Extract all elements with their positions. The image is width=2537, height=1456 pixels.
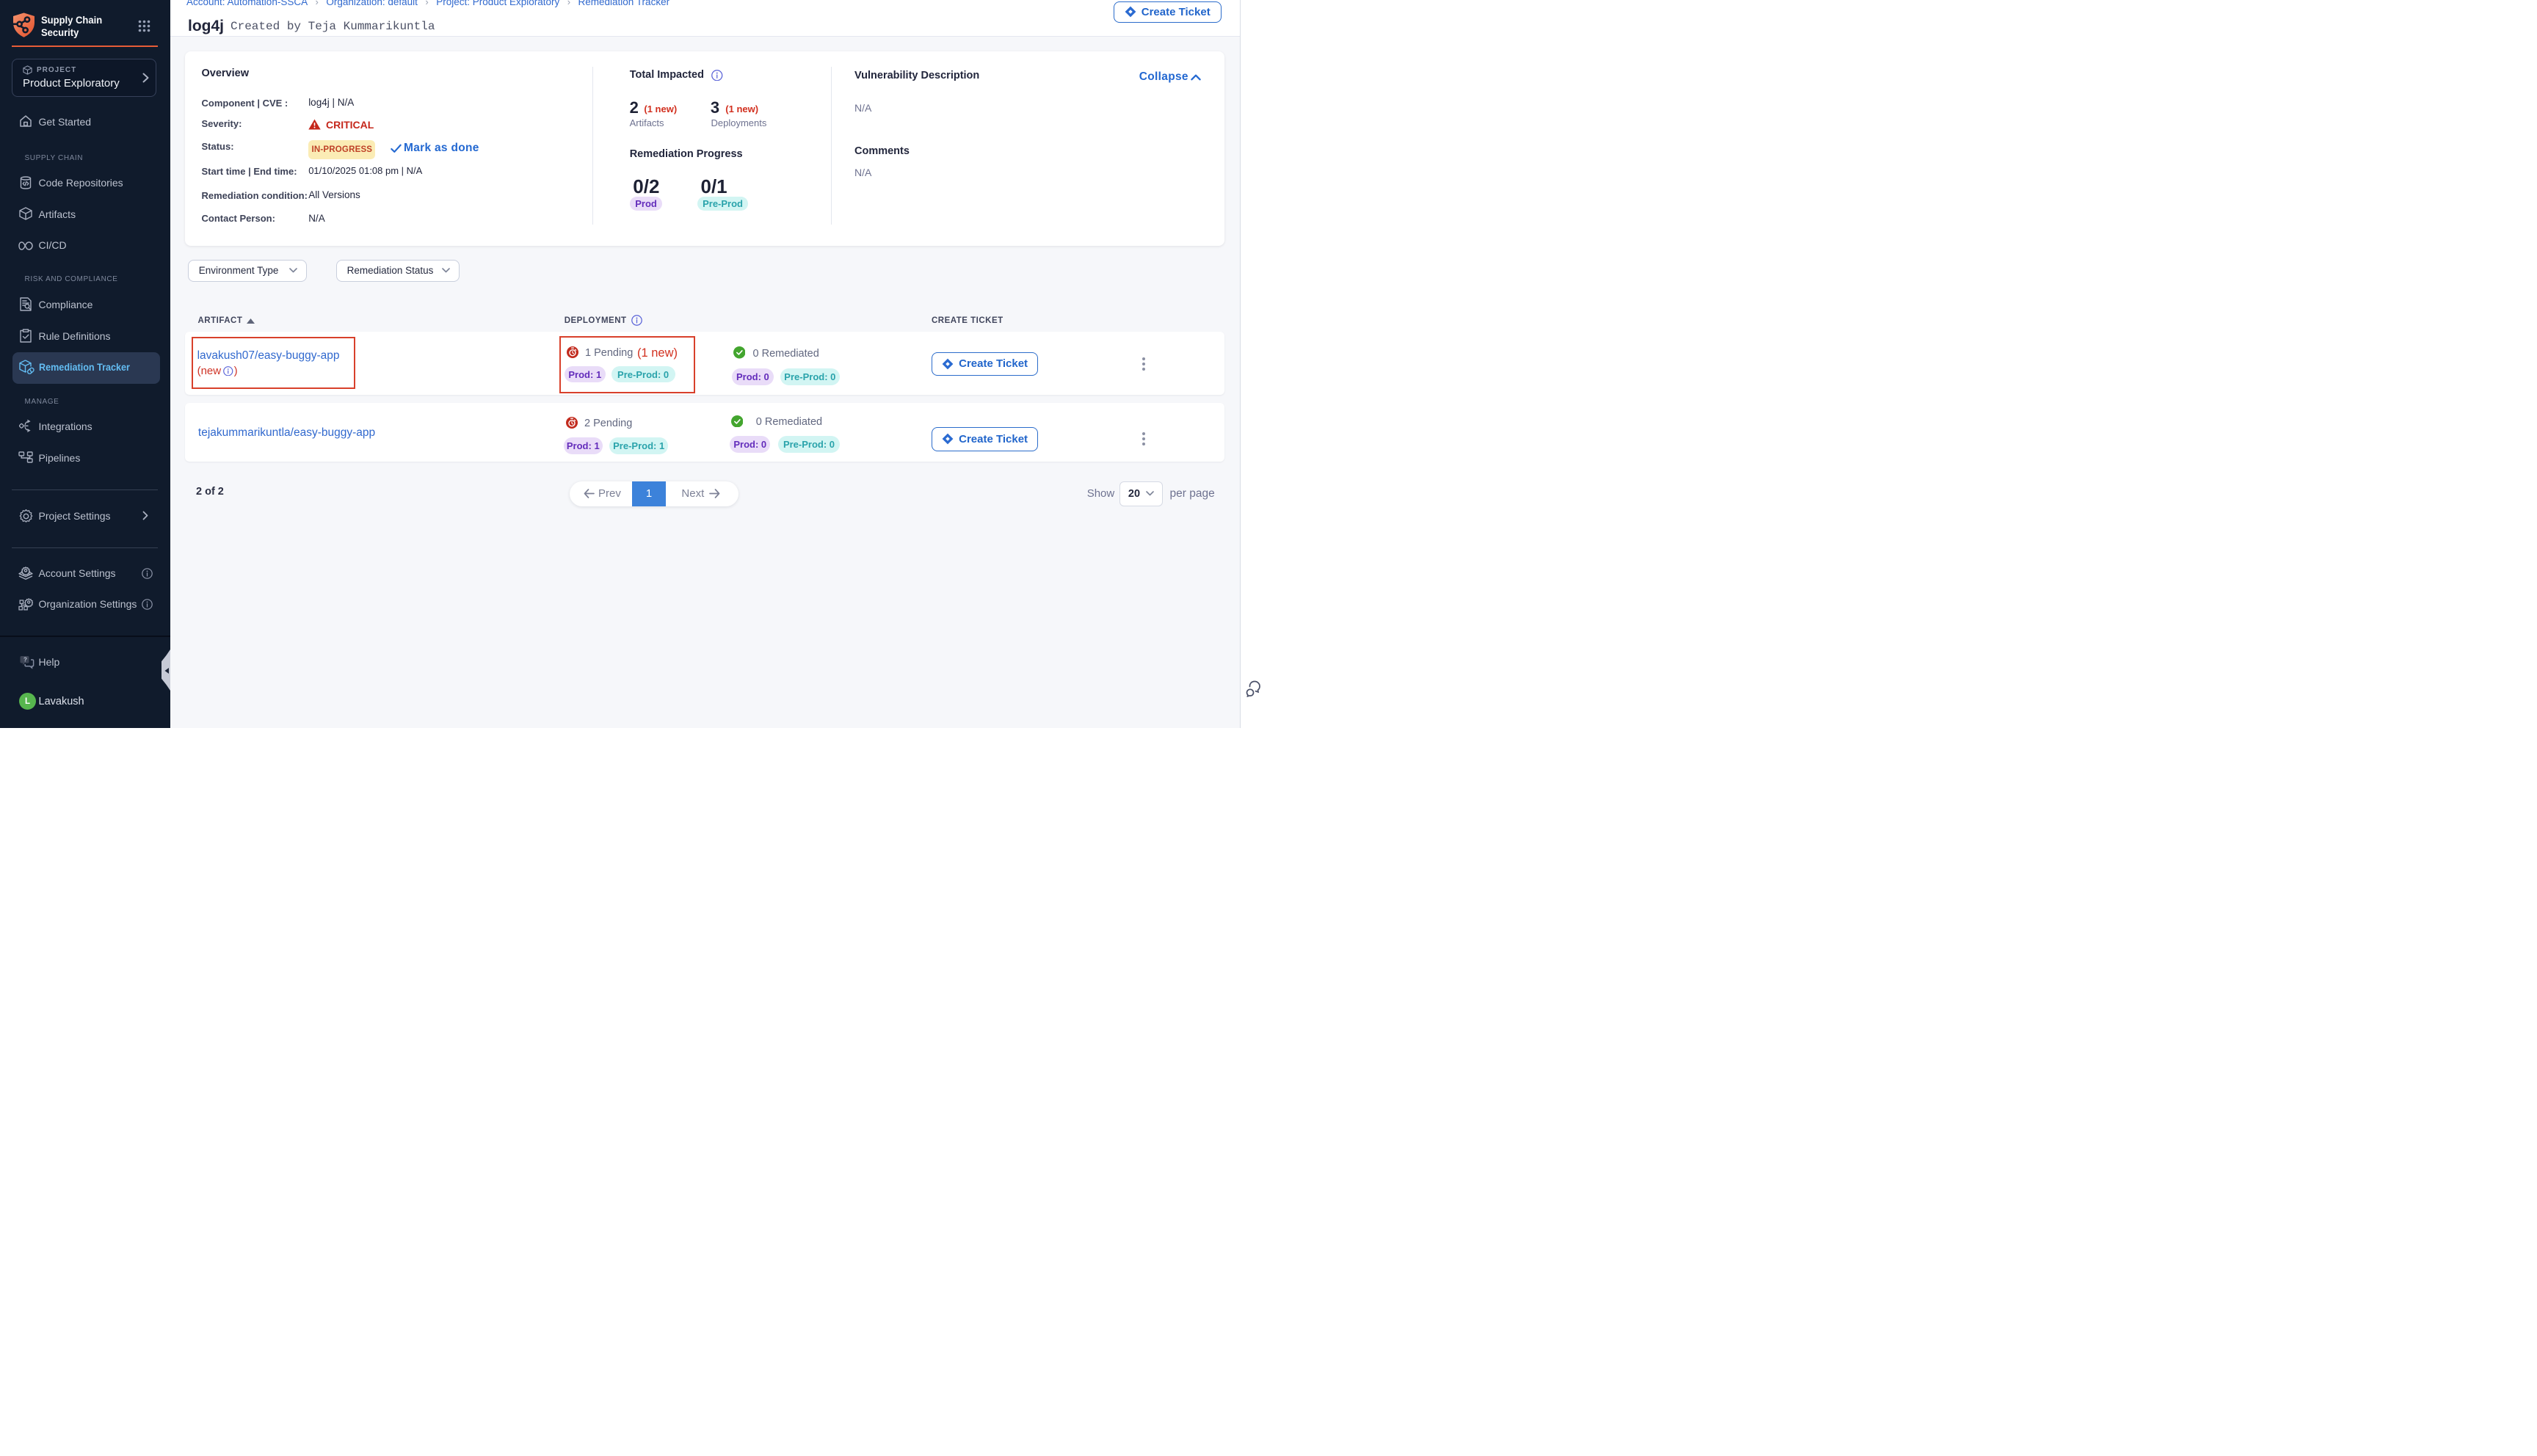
svg-text:?: ? [23, 657, 27, 663]
